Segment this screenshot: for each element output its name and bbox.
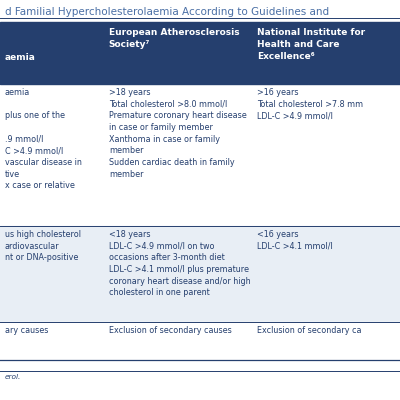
Text: erol.: erol. [5, 374, 21, 380]
Text: European Atherosclerosis
Society⁷: European Atherosclerosis Society⁷ [109, 28, 240, 49]
Text: d Familial Hypercholesterolaemia According to Guidelines and: d Familial Hypercholesterolaemia Accordi… [5, 7, 329, 17]
Bar [0, 84, 400, 226]
Bar [0, 322, 400, 360]
Text: aemia

plus one of the

.9 mmol/l
C >4.9 mmol/l
vascular disease in
tive
x case : aemia plus one of the .9 mmol/l C >4.9 m… [5, 88, 82, 190]
Text: >16 years
Total cholesterol >7.8 mm
LDL-C >4.9 mmol/l: >16 years Total cholesterol >7.8 mm LDL-… [257, 88, 363, 120]
Text: <16 years
LDL-C >4.1 mmol/l: <16 years LDL-C >4.1 mmol/l [257, 230, 332, 251]
Bar [0, 226, 400, 322]
Text: >18 years
Total cholesterol >8.0 mmol/l
Premature coronary heart disease
in case: >18 years Total cholesterol >8.0 mmol/l … [109, 88, 246, 179]
Text: aemia: aemia [5, 53, 36, 62]
Text: ary causes: ary causes [5, 326, 48, 335]
Text: <18 years
LDL-C >4.9 mmol/l on two
occasions after 3-month diet
LDL-C >4.1 mmol/: <18 years LDL-C >4.9 mmol/l on two occas… [109, 230, 250, 297]
Bar [0, 22, 400, 84]
Text: Exclusion of secondary causes: Exclusion of secondary causes [109, 326, 232, 335]
Text: National Institute for
Health and Care
Excellence⁶: National Institute for Health and Care E… [257, 28, 365, 61]
Text: Exclusion of secondary ca: Exclusion of secondary ca [257, 326, 361, 335]
Text: us high cholesterol
ardiovascular
nt or DNA-positive: us high cholesterol ardiovascular nt or … [5, 230, 81, 262]
